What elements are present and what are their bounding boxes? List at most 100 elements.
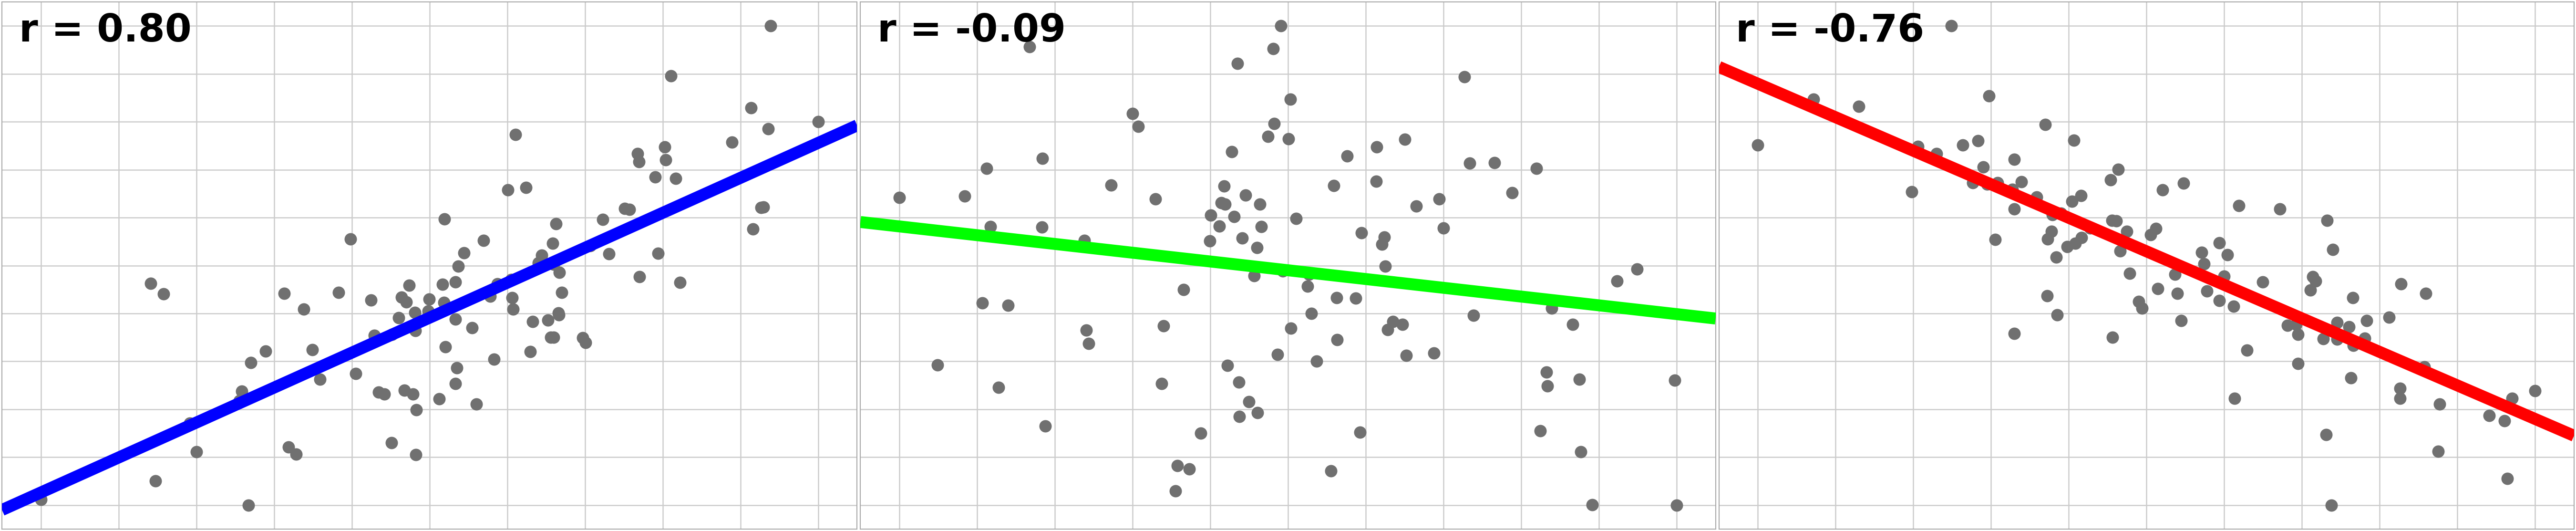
Point	[2025, 121, 2066, 129]
Point	[1213, 212, 1255, 221]
Point	[2306, 431, 2347, 439]
Point	[1597, 277, 1638, 285]
Point	[1422, 224, 1463, 232]
Point	[2050, 197, 2092, 205]
Point	[878, 193, 920, 202]
Point	[1275, 214, 1316, 222]
Point	[1252, 45, 1293, 53]
Point	[495, 130, 536, 139]
Point	[608, 205, 649, 214]
Point	[603, 204, 644, 213]
Point	[513, 317, 554, 326]
Point	[2241, 278, 2282, 286]
Point	[1327, 152, 1368, 160]
Point	[711, 138, 752, 147]
Point	[2097, 165, 2138, 174]
Point	[2097, 217, 2138, 225]
Point	[456, 400, 497, 408]
Point	[528, 316, 569, 324]
Point	[2367, 313, 2409, 322]
Point	[2316, 318, 2357, 327]
Point	[2380, 279, 2421, 288]
Point	[1190, 211, 1231, 219]
Point	[618, 272, 659, 281]
Point	[2331, 373, 2372, 382]
Point	[2419, 400, 2460, 408]
Point	[1170, 465, 1211, 473]
Point	[131, 279, 173, 288]
Point	[1203, 182, 1244, 190]
Point	[1236, 243, 1278, 252]
Point	[2038, 311, 2079, 319]
Point	[1551, 320, 1592, 329]
Point	[1963, 163, 2004, 172]
Point	[2017, 193, 2058, 201]
Point	[2331, 293, 2372, 302]
Point	[2293, 273, 2334, 281]
Point	[492, 305, 533, 313]
Point	[443, 249, 484, 257]
Point	[222, 387, 263, 395]
Point	[1180, 429, 1221, 438]
Point	[263, 289, 304, 297]
Point	[397, 406, 438, 414]
Point	[533, 239, 574, 247]
Point	[1793, 95, 1834, 104]
Point	[487, 186, 528, 194]
Point	[350, 296, 392, 304]
Point	[538, 268, 580, 277]
Point	[2344, 334, 2385, 342]
Text: r = -0.76: r = -0.76	[1736, 13, 1924, 50]
Point	[276, 450, 317, 458]
Point	[1314, 182, 1355, 190]
Point	[979, 383, 1020, 392]
Point	[438, 262, 479, 271]
Point	[384, 386, 425, 395]
Point	[2208, 251, 2249, 259]
Point	[2468, 412, 2509, 420]
Point	[2403, 363, 2445, 371]
Point	[1270, 324, 1311, 332]
Point	[538, 311, 580, 319]
Point	[1023, 154, 1064, 162]
Point	[2032, 210, 2074, 219]
Point	[2040, 209, 2081, 217]
Point	[1136, 195, 1177, 203]
Point	[742, 203, 783, 211]
Point	[371, 330, 412, 338]
Point	[1528, 382, 1569, 390]
Point	[219, 396, 260, 405]
Point	[732, 104, 773, 112]
Point	[2277, 330, 2318, 339]
Point	[1025, 422, 1066, 431]
Point	[1316, 336, 1358, 344]
Point	[134, 477, 175, 485]
Point	[422, 215, 464, 223]
Point	[2200, 296, 2241, 305]
Point	[2329, 323, 2370, 331]
Point	[1247, 132, 1288, 141]
Point	[451, 324, 492, 332]
Point	[2311, 501, 2352, 509]
Point	[987, 301, 1028, 310]
Point	[1618, 264, 1659, 273]
Point	[1226, 191, 1267, 200]
Point	[170, 419, 211, 427]
Point	[1530, 304, 1571, 313]
Point	[2303, 335, 2344, 343]
Point	[634, 173, 675, 181]
Point	[582, 215, 623, 224]
Point	[477, 280, 518, 288]
Point	[533, 260, 574, 268]
Point	[435, 315, 477, 323]
Point	[1218, 378, 1260, 387]
Point	[1221, 234, 1262, 242]
Point	[1118, 122, 1159, 131]
Point	[2069, 224, 2110, 232]
Point	[353, 331, 394, 340]
Point	[747, 124, 788, 133]
Point	[799, 117, 840, 126]
Point	[1736, 141, 1777, 149]
Point	[1355, 143, 1396, 151]
Point	[317, 288, 358, 297]
